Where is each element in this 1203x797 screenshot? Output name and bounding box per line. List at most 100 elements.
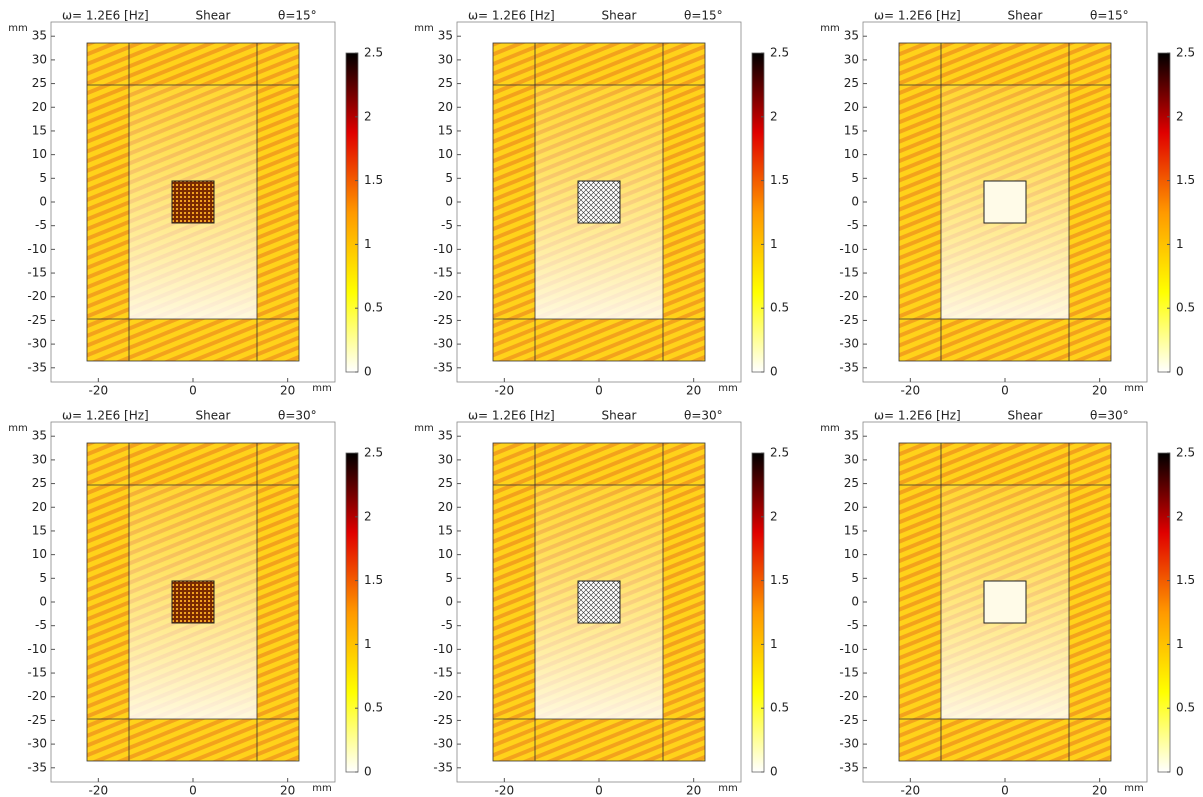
- y-tick-label: 10: [844, 547, 859, 561]
- y-tick-label: -30: [839, 337, 859, 351]
- colorbar-tick-label: 0: [770, 765, 778, 779]
- colorbar-tick-label: 2.5: [1176, 446, 1195, 460]
- colorbar-tick-label: 0.5: [364, 301, 383, 315]
- y-tick-label: 35: [438, 29, 453, 43]
- x-unit-label: mm: [718, 783, 737, 794]
- y-tick-label: 20: [32, 500, 47, 514]
- x-tick-label: 0: [595, 384, 603, 398]
- x-tick-label: -20: [89, 784, 109, 797]
- y-tick-label: 5: [851, 571, 859, 585]
- colorbar: [345, 52, 359, 373]
- colorbar-tick-label: 2: [364, 509, 372, 523]
- y-tick-label: 20: [844, 100, 859, 114]
- y-tick-label: 5: [851, 171, 859, 185]
- x-unit-label: mm: [1124, 783, 1143, 794]
- y-tick-label: -15: [27, 666, 47, 680]
- y-tick-label: 0: [851, 195, 859, 209]
- y-tick-label: -20: [27, 289, 47, 303]
- x-tick-label: 0: [189, 384, 197, 398]
- colorbar: [1157, 452, 1171, 773]
- x-tick-label: -20: [901, 384, 921, 398]
- angle-label: θ=30°: [684, 409, 723, 423]
- y-tick-label: 0: [445, 195, 453, 209]
- colorbar-tick-label: 2: [1176, 109, 1184, 123]
- colorbar-tick-label: 0: [364, 765, 372, 779]
- colorbar-tick-label: 2: [770, 509, 778, 523]
- colorbar-tick-label: 1: [1176, 237, 1184, 251]
- colorbar-tick-label: 0.5: [770, 701, 789, 715]
- y-tick-label: -15: [433, 266, 453, 280]
- x-tick-label: 0: [1001, 384, 1009, 398]
- frequency-label: ω= 1.2E6 [Hz]: [874, 9, 961, 23]
- frequency-label: ω= 1.2E6 [Hz]: [62, 9, 149, 23]
- y-unit-label: mm: [414, 423, 433, 434]
- colorbar: [345, 452, 359, 773]
- y-tick-label: -10: [839, 242, 859, 256]
- y-unit-label: mm: [820, 423, 839, 434]
- colorbar-tick-label: 2.5: [364, 446, 383, 460]
- frequency-label: ω= 1.2E6 [Hz]: [874, 409, 961, 423]
- y-tick-label: 0: [851, 595, 859, 609]
- y-tick-label: 15: [844, 123, 859, 137]
- wave-label: Shear: [1008, 409, 1043, 423]
- y-tick-label: -5: [847, 618, 859, 632]
- colorbar-tick-label: 0: [1176, 765, 1184, 779]
- y-tick-label: -15: [839, 666, 859, 680]
- y-tick-label: 10: [32, 147, 47, 161]
- y-unit-label: mm: [8, 423, 27, 434]
- y-tick-label: 5: [445, 571, 453, 585]
- panel: ω= 1.2E6 [Hz] Shear θ=15° mm mm -35 -30 -25 -20 -…: [414, 9, 789, 398]
- y-tick-label: -30: [839, 737, 859, 751]
- y-tick-label: -10: [433, 642, 453, 656]
- colorbar-tick-label: 0.5: [364, 701, 383, 715]
- y-tick-label: -10: [27, 642, 47, 656]
- scatterer: [577, 180, 621, 224]
- y-tick-label: -35: [433, 360, 453, 374]
- y-tick-label: -20: [433, 689, 453, 703]
- scatterer: [171, 580, 215, 624]
- y-unit-label: mm: [8, 23, 27, 34]
- y-tick-label: 15: [32, 123, 47, 137]
- y-tick-label: 35: [32, 29, 47, 43]
- y-tick-label: 0: [39, 195, 47, 209]
- wave-label: Shear: [602, 9, 637, 23]
- frequency-label: ω= 1.2E6 [Hz]: [468, 9, 555, 23]
- y-tick-label: -15: [839, 266, 859, 280]
- colorbar: [751, 452, 765, 773]
- colorbar-tick-label: 1.5: [770, 173, 789, 187]
- y-tick-label: -35: [839, 760, 859, 774]
- y-tick-label: -20: [27, 689, 47, 703]
- y-tick-label: -10: [27, 242, 47, 256]
- colorbar-tick-label: 2: [1176, 509, 1184, 523]
- y-tick-label: 35: [32, 429, 47, 443]
- y-unit-label: mm: [820, 23, 839, 34]
- x-tick-label: 0: [189, 784, 197, 797]
- y-tick-label: -35: [839, 360, 859, 374]
- scatterer: [577, 580, 621, 624]
- x-tick-label: -20: [89, 384, 109, 398]
- colorbar-tick-label: 2: [770, 109, 778, 123]
- y-tick-label: 35: [844, 29, 859, 43]
- y-tick-label: 20: [438, 500, 453, 514]
- colorbar-tick-label: 2: [364, 109, 372, 123]
- wave-label: Shear: [196, 9, 231, 23]
- colorbar-tick-label: 0: [770, 365, 778, 379]
- y-tick-label: 35: [844, 429, 859, 443]
- y-tick-label: 10: [438, 547, 453, 561]
- y-tick-label: 30: [844, 52, 859, 66]
- colorbar-tick-label: 1: [770, 237, 778, 251]
- y-tick-label: -25: [27, 713, 47, 727]
- colorbar-tick-label: 2.5: [770, 446, 789, 460]
- colorbar-tick-label: 1: [770, 637, 778, 651]
- angle-label: θ=30°: [1090, 409, 1129, 423]
- panel: ω= 1.2E6 [Hz] Shear θ=30° mm mm -35 -30 -25 -20 -…: [8, 409, 383, 797]
- panel: ω= 1.2E6 [Hz] Shear θ=30° mm mm -35 -30 -25 -20 -…: [820, 409, 1195, 797]
- y-tick-label: -25: [839, 713, 859, 727]
- y-tick-label: -20: [839, 289, 859, 303]
- colorbar-tick-label: 2.5: [364, 46, 383, 60]
- y-tick-label: -35: [27, 760, 47, 774]
- y-tick-label: 10: [438, 147, 453, 161]
- y-tick-label: 30: [438, 452, 453, 466]
- y-tick-label: 20: [32, 100, 47, 114]
